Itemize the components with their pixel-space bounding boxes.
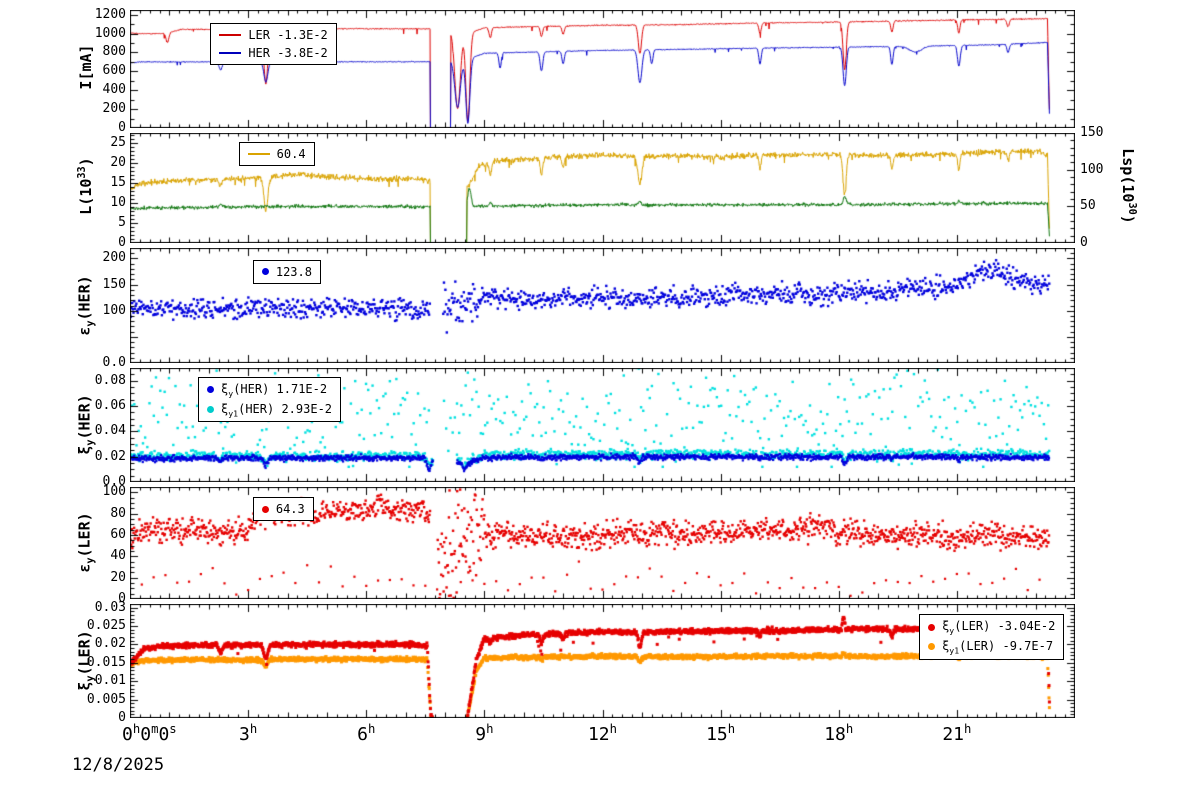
y-tick-label: 0.03	[94, 599, 126, 615]
y-tick-label: 0.02	[94, 636, 126, 652]
y-tick-label: 600	[102, 63, 126, 79]
y-tick-label: 100	[102, 302, 126, 318]
legend-entry-label: ξy(HER) 1.71E-2	[221, 382, 328, 399]
legend-entry-label: ξy1(HER) 2.93E-2	[221, 401, 333, 419]
legend-xiy-ler: ξy(LER) -3.04E-2 ξy1(LER) -9.7E-7	[919, 614, 1065, 660]
y-tick-label: 0	[118, 120, 126, 135]
x-tick-label: 0h0m0s	[122, 722, 177, 745]
y-tick-label: 0.01	[94, 673, 126, 689]
y-tick-label: 0.025	[86, 618, 126, 634]
legend-entry: ξy1(LER) -9.7E-7	[928, 637, 1055, 657]
y-tick-label: 20	[110, 569, 126, 585]
legend-entry-label: HER -3.8E-2	[248, 45, 328, 60]
y-tick-label: 0.015	[86, 654, 126, 670]
y-tick-label: 40	[110, 548, 126, 564]
y-tick-label: 0.005	[86, 691, 126, 707]
legend-luminosity: 60.4	[238, 141, 315, 166]
y-tick-label: 0.02	[94, 448, 126, 464]
legend-entry-label: 64.3	[275, 502, 305, 517]
y-tick-label: 25	[110, 135, 126, 150]
y-tick-label: 800	[102, 44, 126, 60]
y-tick-label: 0.04	[94, 423, 126, 439]
y-tick-label: 0.0	[102, 474, 126, 489]
legend-xiy-her: ξy(HER) 1.71E-2 ξy1(HER) 2.93E-2	[198, 377, 342, 423]
legend-dot-marker-icon	[207, 386, 215, 394]
legend-entry: 123.8	[261, 263, 312, 281]
legend-entry-label: ξy(LER) -3.04E-2	[942, 619, 1056, 636]
y-tick-label: 0.08	[94, 372, 126, 388]
legend-entry: 60.4	[247, 145, 306, 163]
y-tick-label: 0.0	[102, 355, 126, 370]
y-tick-label: 100	[102, 484, 126, 500]
y-tick-label: 1200	[94, 6, 126, 22]
x-tick-label: 12h	[587, 722, 618, 745]
y-tick-label: 200	[102, 101, 126, 117]
y-tick-label: 0.06	[94, 398, 126, 413]
x-tick-label: 3h	[239, 722, 258, 745]
right-y-tick-label: 100	[1080, 161, 1104, 177]
y-tick-label: 150	[102, 276, 126, 292]
legend-entry: ξy(HER) 1.71E-2	[207, 380, 332, 400]
legend-entry-label: ξy1(LER) -9.7E-7	[942, 638, 1054, 656]
legend-entry: 64.3	[261, 500, 305, 518]
x-tick-label: 9h	[475, 722, 494, 745]
legend-dot-marker-icon	[928, 623, 936, 631]
legend-entry: ξy1(HER) 2.93E-2	[207, 400, 332, 420]
legend-line-marker-icon	[247, 152, 270, 155]
y-tick-label: 0	[118, 235, 126, 250]
legend-line-marker-icon	[219, 33, 242, 36]
y-tick-label: 60	[110, 527, 126, 542]
x-tick-label: 18h	[824, 722, 854, 745]
legend-dot-marker-icon	[928, 643, 936, 651]
y-tick-label: 5	[118, 215, 126, 230]
legend-entry: LER -1.3E-2	[219, 26, 328, 44]
x-tick-label: 21h	[942, 722, 972, 745]
right-y-tick-label: 0	[1080, 235, 1088, 250]
y-tick-label: 80	[110, 505, 126, 521]
x-tick-label: 15h	[706, 722, 736, 745]
legend-entry-label: 60.4	[276, 146, 306, 161]
x-tick-label: 6h	[357, 722, 376, 745]
y-tick-label: 1000	[94, 25, 126, 41]
legend-dot-marker-icon	[261, 505, 269, 513]
right-y-tick-label: 50	[1080, 198, 1096, 214]
y-tick-label: 15	[110, 175, 126, 190]
legend-dot-marker-icon	[207, 406, 215, 414]
legend-entry: HER -3.8E-2	[219, 44, 328, 62]
legend-line-marker-icon	[219, 51, 242, 54]
y-tick-label: 0	[118, 710, 126, 725]
right-axis-title: Lsp(1030)	[1119, 148, 1137, 224]
y-tick-label: 200	[102, 250, 126, 266]
y-tick-label: 10	[110, 195, 126, 210]
date-label: 12/8/2025	[72, 755, 165, 775]
y-tick-label: 0	[118, 591, 126, 606]
legend-ey-ler: 64.3	[252, 497, 314, 522]
y-tick-label: 400	[102, 82, 126, 98]
right-y-tick-label: 150	[1080, 125, 1104, 140]
legend-dot-marker-icon	[261, 268, 269, 275]
legend-beam-current: LER -1.3E-2 HER -3.8E-2	[210, 22, 337, 65]
y-axis-title-xiy-ler: ξy(LER)	[75, 630, 97, 691]
legend-entry: ξy(LER) -3.04E-2	[928, 617, 1055, 637]
legend-entry-label: LER -1.3E-2	[248, 27, 328, 42]
legend-entry-label: 123.8	[275, 264, 312, 279]
panel-canvas-xiy-ler	[130, 604, 1075, 718]
legend-ey-her: 123.8	[252, 259, 321, 284]
y-tick-label: 20	[110, 155, 126, 170]
